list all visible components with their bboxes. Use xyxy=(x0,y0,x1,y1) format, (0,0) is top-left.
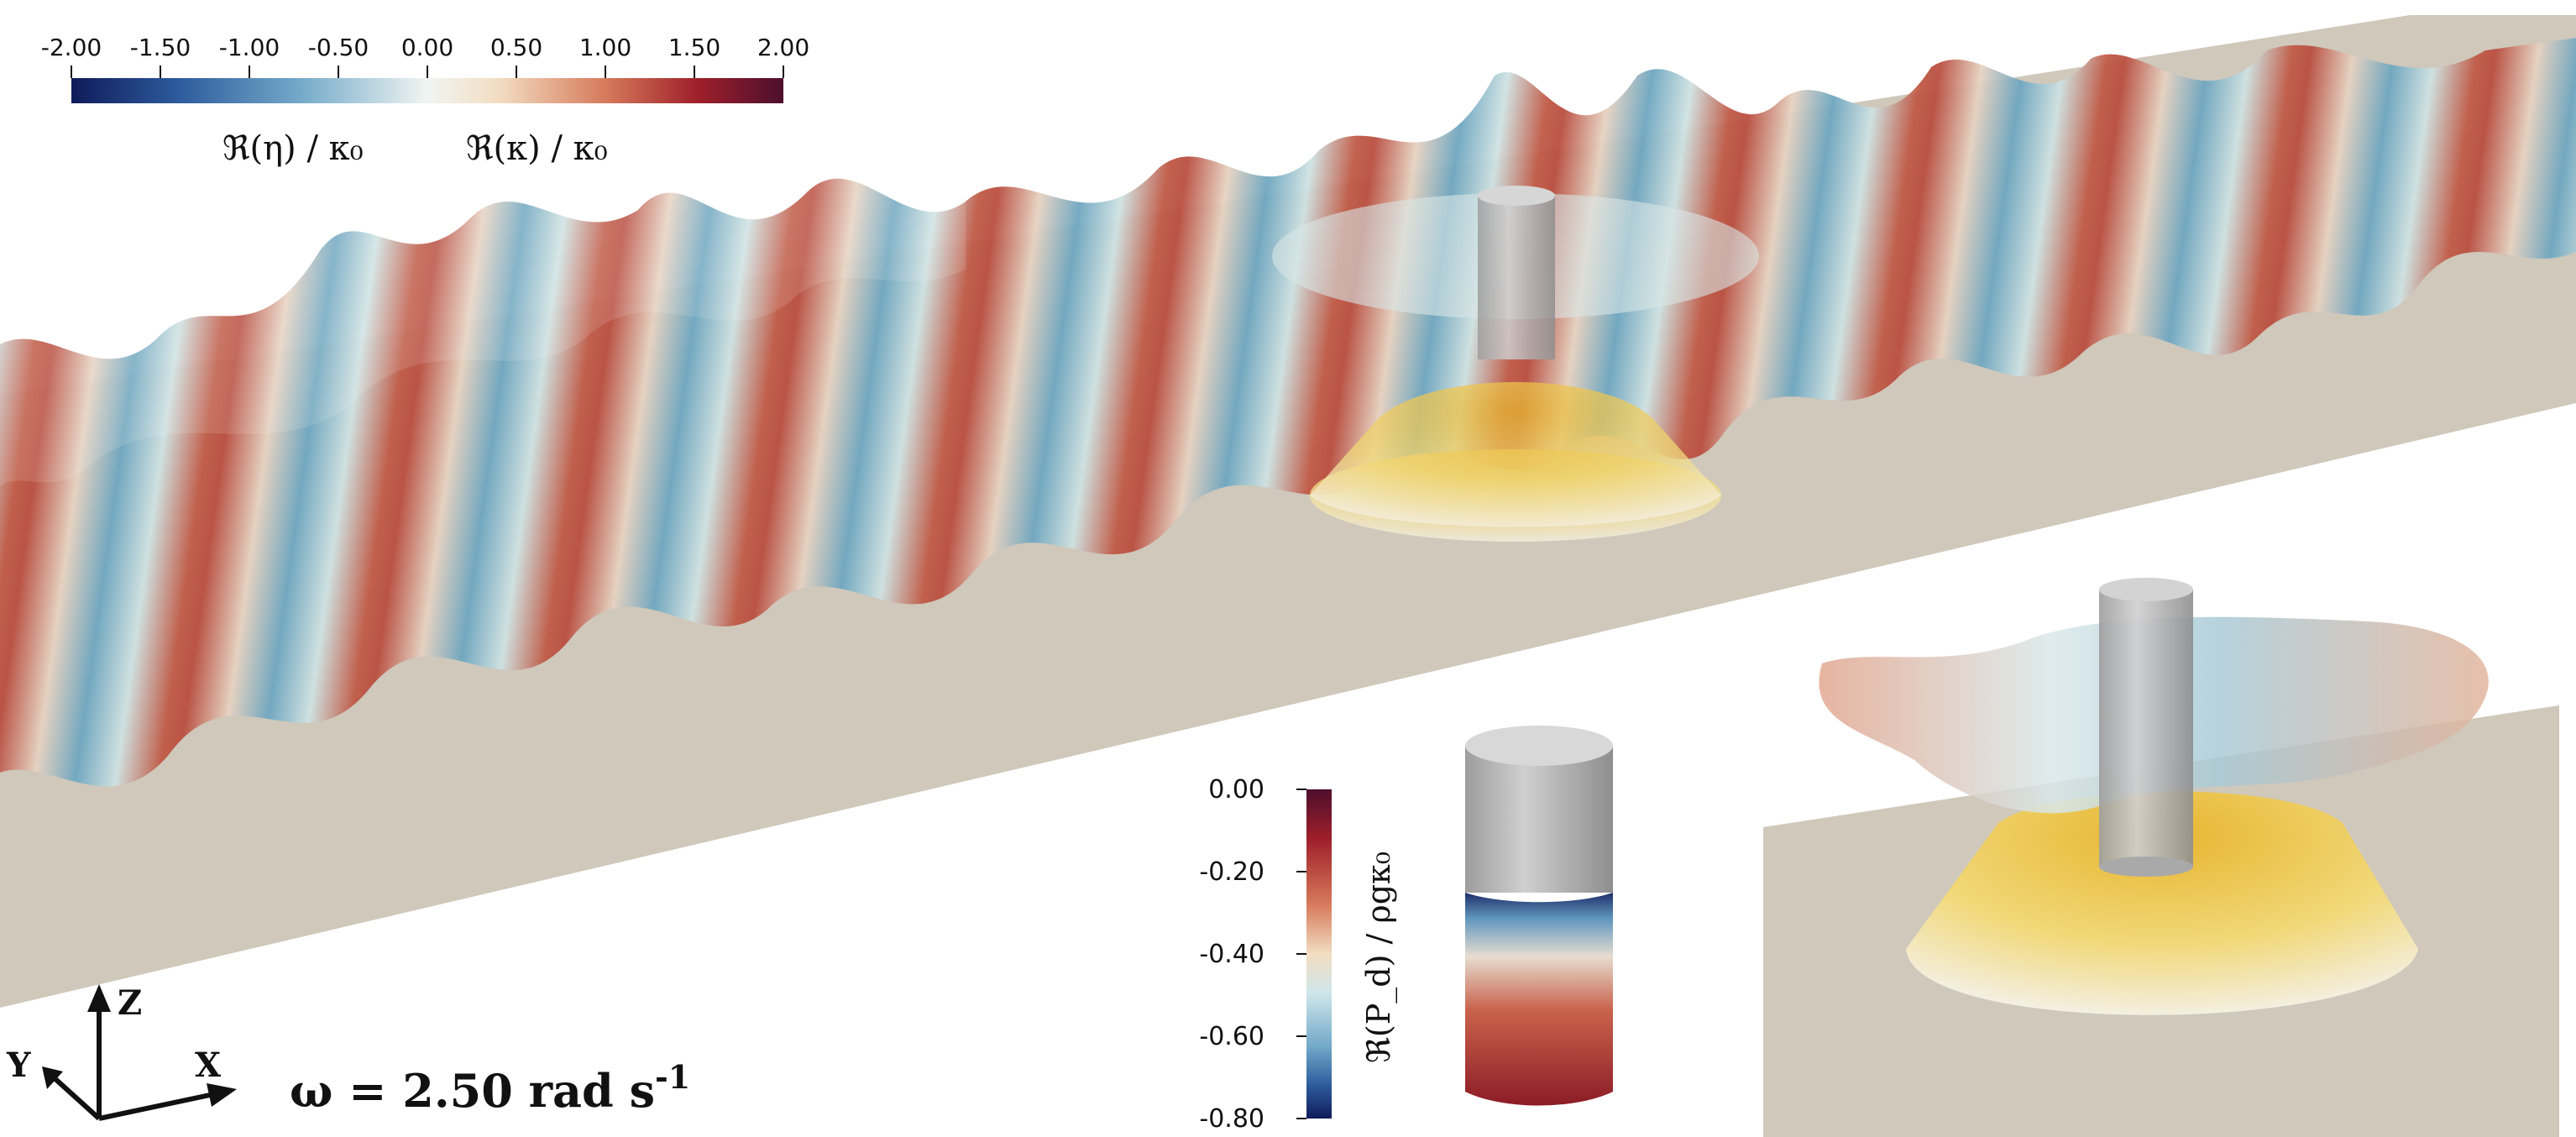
colorbar-top-tick-label: -0.50 xyxy=(308,34,369,61)
colorbar-top-bar xyxy=(71,78,783,103)
pressure-bulb xyxy=(1310,382,1721,527)
pressure-cylinder-lower xyxy=(1465,893,1613,1106)
colorbar-pressure-bar xyxy=(1306,789,1332,1119)
axis-label-z: Z xyxy=(118,983,142,1023)
colorbar-top-tick-label: 0.50 xyxy=(490,34,542,61)
omega-exponent: -1 xyxy=(655,1058,690,1096)
axis-label-x: X xyxy=(195,1045,221,1085)
axes-triad xyxy=(42,984,237,1121)
colorbar-top: -2.00 -1.50 -1.00 -0.50 0.00 0.50 1.00 1.50 2.00… xyxy=(41,34,809,168)
inset-cylinder-bottom xyxy=(2099,857,2193,877)
omega-label: ω = 2.50 rad s-1 xyxy=(290,1058,690,1118)
axis-label-y: Y xyxy=(6,1045,31,1085)
central-cylinder xyxy=(1478,196,1555,359)
colorbar-top-tick-label: -2.00 xyxy=(41,34,102,61)
colorbar-top-tick-label: 1.00 xyxy=(579,34,631,61)
colorbar-pressure-tick-label: 0.00 xyxy=(1208,775,1264,804)
central-cylinder-top xyxy=(1478,186,1555,206)
colorbar-top-label-right: ℜ(κ) / κ₀ xyxy=(466,129,608,168)
inset-cylinder-top xyxy=(2099,578,2193,601)
omega-text: ω = 2.50 rad s xyxy=(290,1064,655,1118)
colorbar-top-tick-label: 0.00 xyxy=(401,34,453,61)
colorbar-pressure-tick-label: -0.40 xyxy=(1199,940,1264,969)
wave-surface xyxy=(0,38,2576,787)
pressure-cylinder-top xyxy=(1465,726,1613,766)
colorbar-pressure-tick-label: -0.80 xyxy=(1199,1104,1264,1134)
colorbar-top-tick-label: 2.00 xyxy=(757,34,809,61)
pressure-cylinder-upper xyxy=(1465,746,1613,893)
colorbar-top-label-left: ℜ(η) / κ₀ xyxy=(223,129,364,168)
colorbar-pressure-tick-label: -0.20 xyxy=(1199,857,1264,887)
colorbar-pressure-label: ℜ(P_d) / ρgκ₀ xyxy=(1360,851,1398,1063)
colorbar-pressure: 0.00 -0.20 -0.40 -0.60 -0.80 ℜ(P_d) / ρgκ₀ xyxy=(1199,775,1398,1134)
colorbar-pressure-tick-label: -0.60 xyxy=(1199,1022,1264,1051)
colorbar-top-tick-label: -1.00 xyxy=(219,34,280,61)
colorbar-top-tick-label: -1.50 xyxy=(130,34,191,61)
inset-pressure-cone xyxy=(1906,791,2418,1015)
inset-cylinder xyxy=(2099,589,2193,867)
colorbar-top-tick-label: 1.50 xyxy=(668,34,720,61)
wave-crest-shading xyxy=(0,178,966,487)
